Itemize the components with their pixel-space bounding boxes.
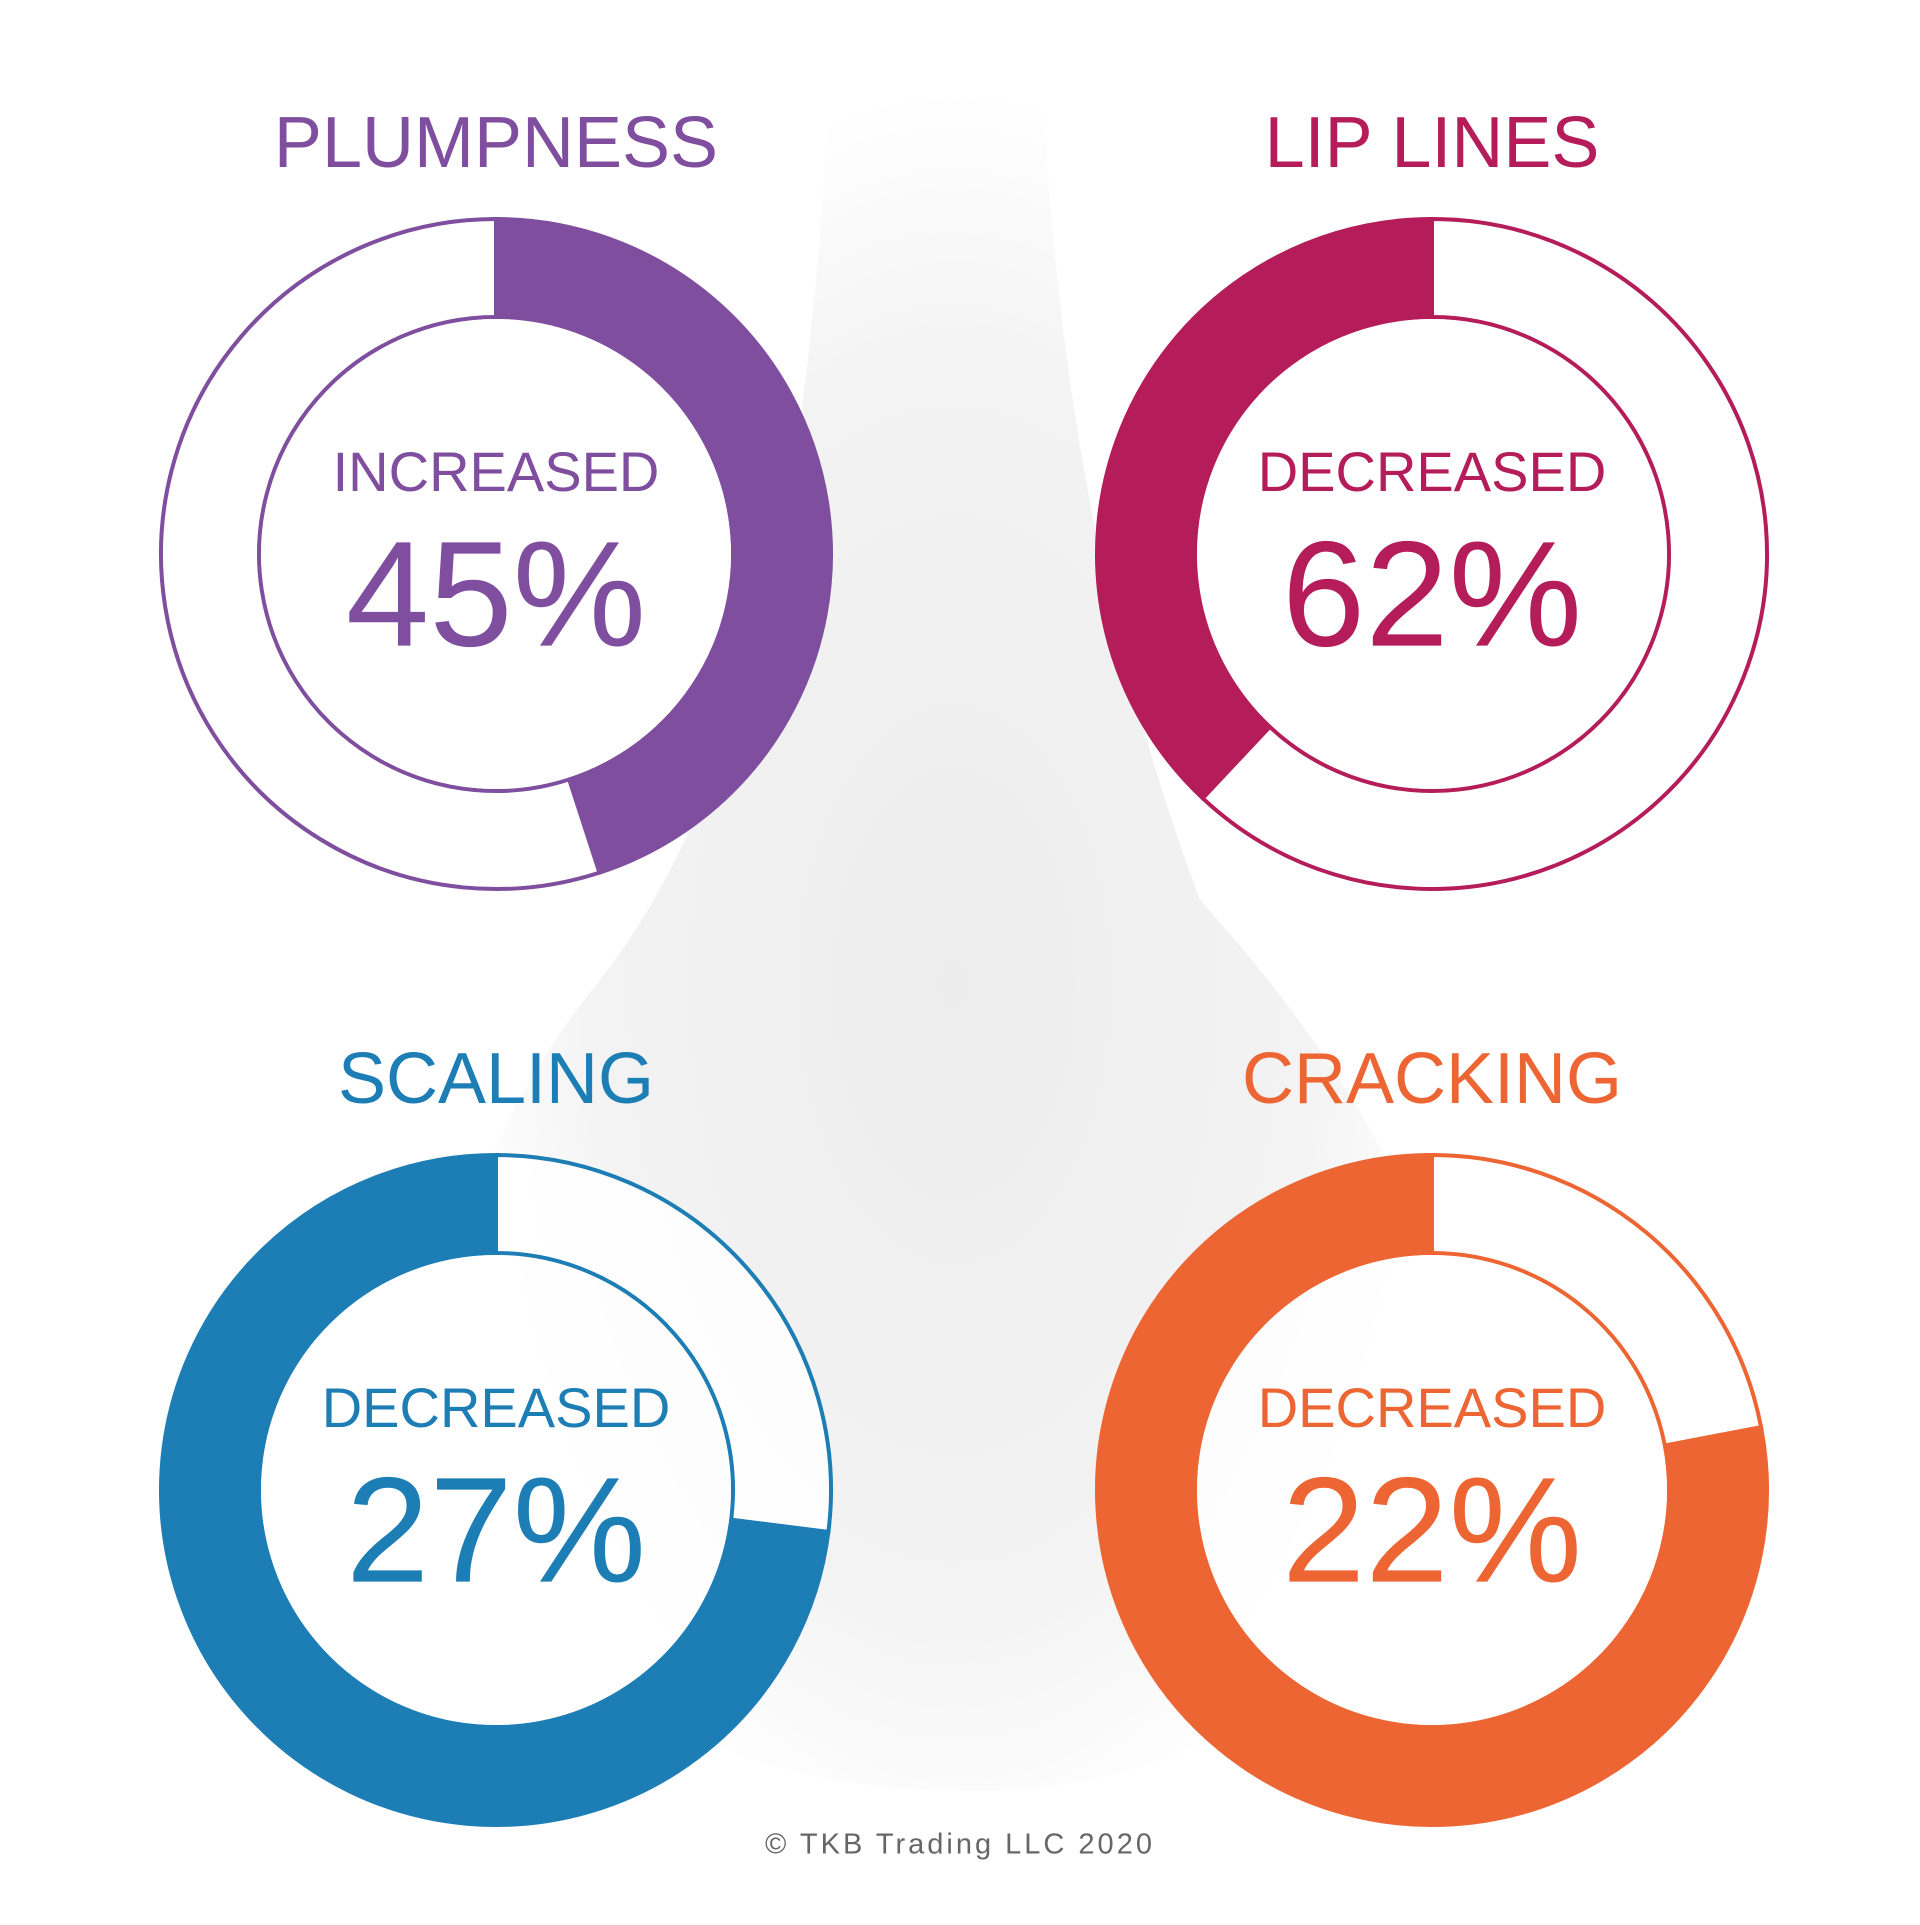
inner-disc <box>1197 1255 1667 1725</box>
value-segment <box>1430 1152 1764 1448</box>
value-label: 27% <box>346 1446 646 1614</box>
chart-title: CRACKING <box>1242 1039 1622 1119</box>
inner-disc <box>261 1255 731 1725</box>
chart-title: SCALING <box>338 1039 654 1119</box>
inner-disc <box>261 319 731 789</box>
chart-title: LIP LINES <box>1265 103 1600 183</box>
value-label: 45% <box>346 510 646 678</box>
remaining-segment <box>1095 216 1434 802</box>
chart-title: PLUMPNESS <box>274 103 718 183</box>
change-label: DECREASED <box>1258 1376 1607 1439</box>
change-label: INCREASED <box>333 440 660 503</box>
value-label: 62% <box>1282 510 1582 678</box>
copyright: © TKB Trading LLC 2020 <box>765 1829 1155 1861</box>
remaining-segment <box>159 1152 831 1827</box>
value-segment <box>1199 216 1769 891</box>
inner-disc <box>1197 319 1667 789</box>
value-segment <box>494 216 834 876</box>
remaining-segment <box>1095 1152 1769 1827</box>
change-label: DECREASED <box>322 1376 671 1439</box>
change-label: DECREASED <box>1258 440 1607 503</box>
value-segment <box>494 1152 833 1535</box>
value-label: 22% <box>1282 1446 1582 1614</box>
remaining-segment <box>159 216 603 891</box>
